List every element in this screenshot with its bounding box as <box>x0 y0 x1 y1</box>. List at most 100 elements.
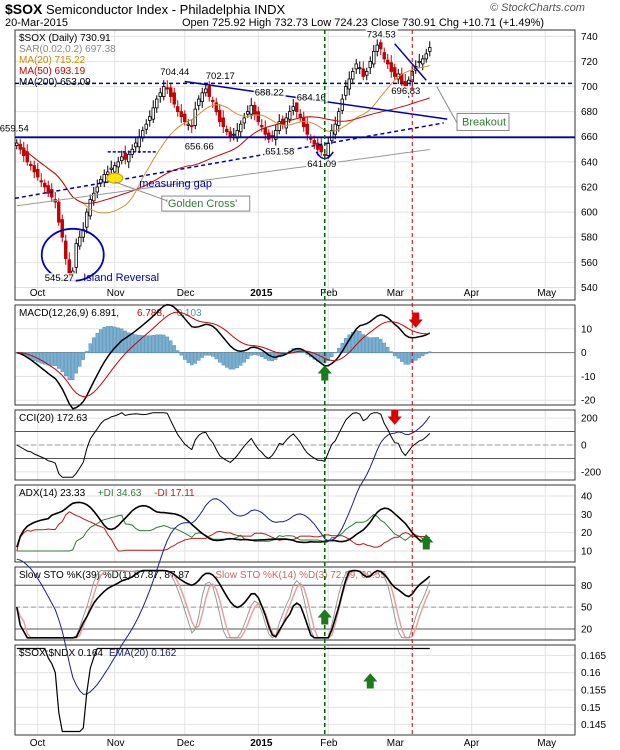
macd-histogram-bar <box>106 326 110 353</box>
y-tick-label-sto: 50 <box>581 603 593 614</box>
golden-cross-pointer <box>114 181 168 202</box>
macd-histogram-bar <box>193 352 197 364</box>
macd-histogram-bar <box>78 352 82 367</box>
macd-histogram-bar <box>274 352 278 360</box>
macd-histogram-bar <box>95 332 99 353</box>
candle-body <box>204 88 208 94</box>
macd-histogram-bar <box>424 352 428 355</box>
price-label-bg <box>159 67 192 78</box>
macd-histogram-bar <box>158 334 162 353</box>
price-label: 545.27 <box>45 273 74 284</box>
candle-body <box>267 132 271 140</box>
price-label: 641.09 <box>307 159 336 170</box>
macd-histogram-bar <box>382 342 386 353</box>
panel-ratio: 0.145 0.15 0.155 0.16 0.165 $SOX:$NDX 0.164 EM… <box>14 415 606 736</box>
candle-body <box>232 133 236 136</box>
candle-body <box>85 211 89 228</box>
legend-entry-price: MA(20) 715.22 <box>19 55 86 66</box>
price-label: 702.17 <box>206 71 235 82</box>
candle-body <box>179 111 183 118</box>
legend-entry-ratio: $SOX:$NDX 0.164 <box>19 648 103 659</box>
candle-body <box>43 182 47 188</box>
ma50-line <box>16 97 430 204</box>
legend-entry-cci: CCI(20) 172.63 <box>19 413 88 424</box>
candle-body <box>305 123 309 135</box>
y-tick-label-ratio: 0.16 <box>581 668 601 679</box>
candle-body <box>424 53 428 60</box>
candle-body <box>372 50 376 65</box>
support-label: 659.54 <box>0 124 29 135</box>
macd-histogram-bar <box>123 330 127 353</box>
candle-body <box>22 147 26 156</box>
candle-body <box>333 123 337 135</box>
macd-histogram-bar <box>417 352 421 359</box>
macd-histogram-bar <box>256 352 260 356</box>
macd-histogram-bar <box>169 340 173 353</box>
candle-body <box>32 165 36 173</box>
candle-body <box>148 116 152 121</box>
y-tick-label-ratio: 0.165 <box>581 651 606 662</box>
candle-body <box>221 117 225 128</box>
macd-histogram-bar <box>239 352 243 366</box>
macd-histogram-bar <box>414 352 418 361</box>
candle-body <box>330 130 334 141</box>
y-tick-label-adx: 30 <box>581 510 593 521</box>
candle-body <box>368 60 372 69</box>
macd-histogram-bar <box>127 332 131 353</box>
y-tick-label-price: 720 <box>581 57 598 68</box>
x-tick-label: 2015 <box>250 288 273 299</box>
candle-body <box>106 171 110 175</box>
macd-histogram-bar <box>190 352 194 366</box>
x-tick-label: Oct <box>30 288 46 299</box>
y-tick-label-ratio: 0.155 <box>581 686 606 697</box>
macd-histogram-bar <box>228 352 232 370</box>
y-tick-label-price: 740 <box>581 32 598 43</box>
macd-histogram-bar <box>109 326 113 353</box>
y-tick-label-price: 620 <box>581 182 598 193</box>
golden-cross-label: 'Golden Cross' <box>166 198 237 210</box>
macd-histogram-bar <box>235 352 239 369</box>
macd-histogram-bar <box>389 351 393 353</box>
x-tick-label-bottom: May <box>537 738 556 749</box>
ma200-line <box>16 149 430 207</box>
macd-histogram-bar <box>375 337 379 353</box>
y-tick-label-price: 680 <box>581 107 598 118</box>
macd-histogram-bar <box>361 334 365 353</box>
candle-body <box>361 68 365 77</box>
candle-body <box>120 156 124 162</box>
candle-body <box>281 118 285 125</box>
panel-sto: 20 50 80 Slow STO %K(39) %D(1) 87.87, 87.87… <box>14 566 593 641</box>
candle-body <box>123 152 127 160</box>
macd-histogram-bar <box>218 352 222 363</box>
price-label-bg <box>306 158 339 169</box>
candle-body <box>284 117 288 129</box>
index-name: Semiconductor Index - Philadelphia INDX <box>45 2 286 17</box>
macd-signal-line <box>16 311 430 398</box>
legend-entry-adx: ADX(14) 23.33 <box>19 488 86 499</box>
candle-body <box>263 127 267 135</box>
candle-body <box>207 86 211 97</box>
candle-body <box>246 111 250 115</box>
x-tick-label-bottom: Oct <box>30 738 46 749</box>
macd-histogram-bar <box>246 352 250 360</box>
candle-body <box>291 106 295 111</box>
golden-cross-marker <box>106 172 124 184</box>
ratio-line <box>16 647 430 733</box>
macd-histogram-bar <box>81 352 85 360</box>
breakout-pointer <box>436 86 458 124</box>
candle-body <box>92 192 96 202</box>
macd-histogram-bar <box>214 352 218 360</box>
candle-body <box>274 130 278 140</box>
candle-body <box>228 131 232 138</box>
candle-body <box>151 107 155 120</box>
candle-body <box>225 128 229 133</box>
y-tick-label-price: 540 <box>581 283 598 294</box>
candle-body <box>375 44 379 52</box>
y-tick-label-adx: 40 <box>581 492 593 503</box>
macd-histogram-bar <box>232 352 236 370</box>
macd-histogram-bar <box>197 352 201 361</box>
candle-body <box>347 78 351 90</box>
candle-body <box>277 121 281 131</box>
y-tick-label-macd: 0 <box>581 348 587 359</box>
